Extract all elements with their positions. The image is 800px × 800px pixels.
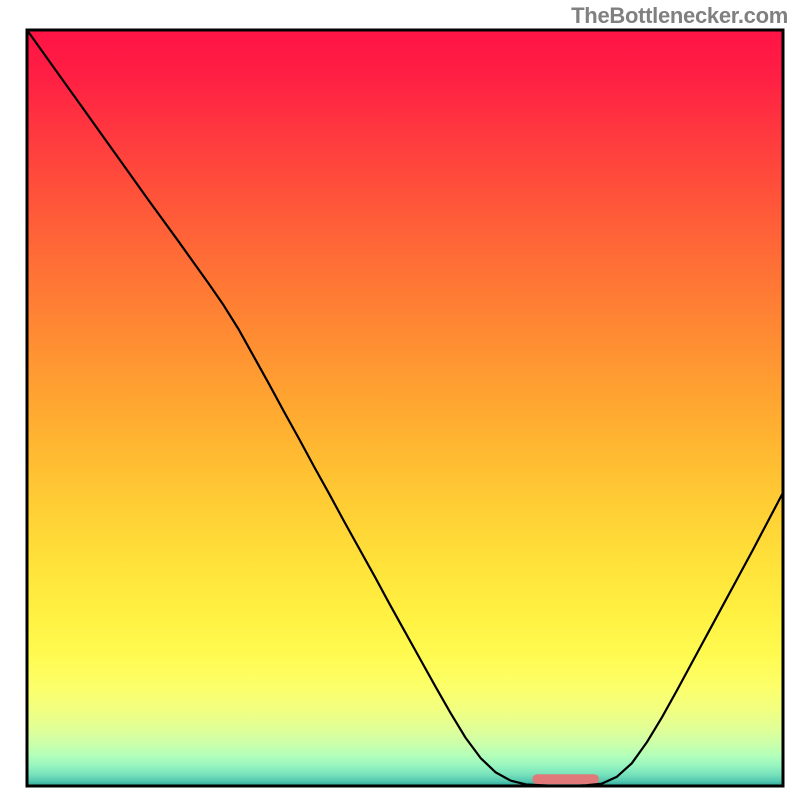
- figure: TheBottlenecker.com: [0, 0, 800, 800]
- chart-svg: [0, 0, 800, 800]
- watermark-text: TheBottlenecker.com: [571, 3, 788, 29]
- plot-background: [27, 30, 783, 786]
